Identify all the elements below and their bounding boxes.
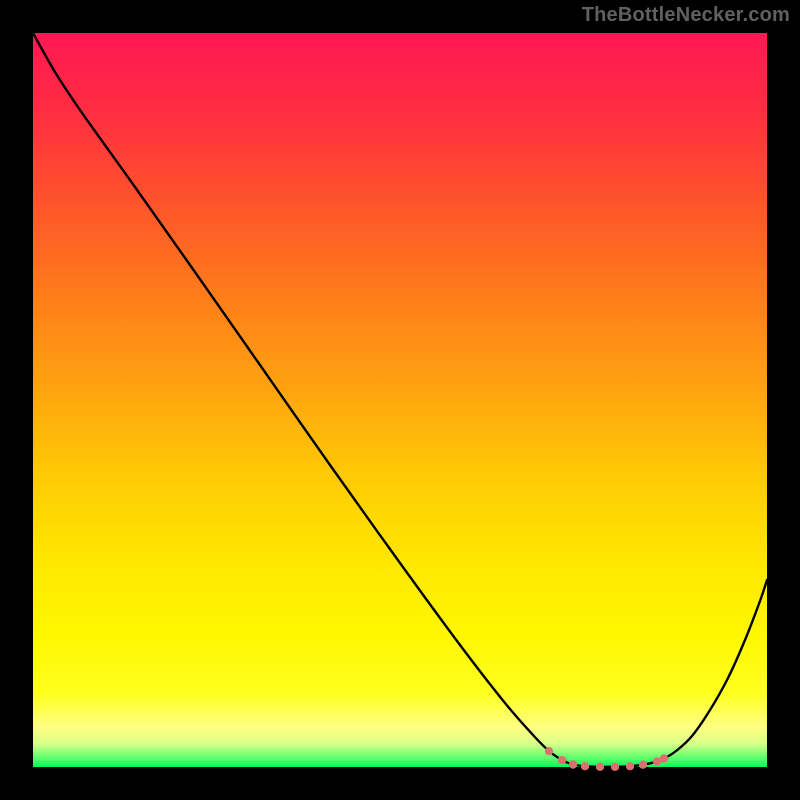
trough-marker (639, 761, 647, 769)
trough-marker (558, 756, 566, 764)
chart-container: TheBottleNecker.com (0, 0, 800, 800)
trough-marker (626, 762, 634, 770)
trough-marker (611, 763, 619, 771)
trough-marker (596, 763, 604, 771)
trough-marker (545, 747, 553, 755)
watermark-text: TheBottleNecker.com (582, 4, 790, 27)
trough-marker (569, 760, 577, 768)
trough-marker (660, 754, 668, 762)
gradient-background (33, 33, 767, 767)
bottleneck-curve-chart (0, 0, 800, 800)
trough-marker (581, 762, 589, 770)
